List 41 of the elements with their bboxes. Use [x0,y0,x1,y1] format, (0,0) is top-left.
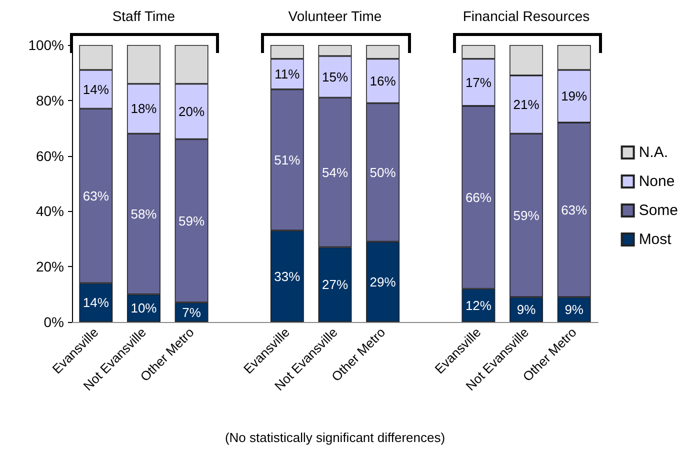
data-label: 7% [182,304,202,320]
data-label: 59% [513,208,540,223]
data-label: 19% [561,88,588,104]
data-label: 21% [513,97,540,112]
data-label: 54% [322,164,348,180]
text: Financial Resources [462,8,591,24]
text: Staff Time [111,8,176,24]
data-label: 9% [564,302,584,318]
data-label: 58% [130,206,158,222]
text: (No statistically significant differences) [224,430,446,445]
data-label: 29% [370,274,396,290]
data-label: 14% [82,82,110,97]
data-label: 18% [130,101,158,116]
legend-label: Some [638,202,678,219]
y-tick-label: 40% [36,203,64,220]
data-label: 27% [322,277,348,292]
legend-label: N.A. [638,144,668,161]
data-label: 63% [561,202,588,218]
data-label: 20% [178,104,205,119]
data-label: 63% [82,188,110,204]
data-label: 59% [178,213,205,228]
data-label: 14% [82,295,110,310]
data-label: 9% [516,302,536,318]
data-label: 51% [274,152,301,168]
legend-label: Most [638,231,672,248]
data-label: 10% [130,300,158,316]
data-label: 16% [370,74,396,89]
y-tick-label: 0% [44,314,64,330]
text: Volunteer Time [287,8,383,24]
y-tick-label: 100% [28,37,64,53]
legend-label: None [638,173,675,190]
data-label: 17% [465,74,492,90]
y-tick-label: 20% [36,258,64,275]
data-label: 66% [465,190,492,205]
data-label: 15% [322,69,348,84]
data-label: 11% [274,66,300,82]
y-tick-label: 80% [36,92,64,108]
data-label: 50% [370,164,396,180]
data-label: 12% [465,298,492,313]
data-label: 33% [274,268,301,284]
y-tick-label: 60% [36,148,64,164]
